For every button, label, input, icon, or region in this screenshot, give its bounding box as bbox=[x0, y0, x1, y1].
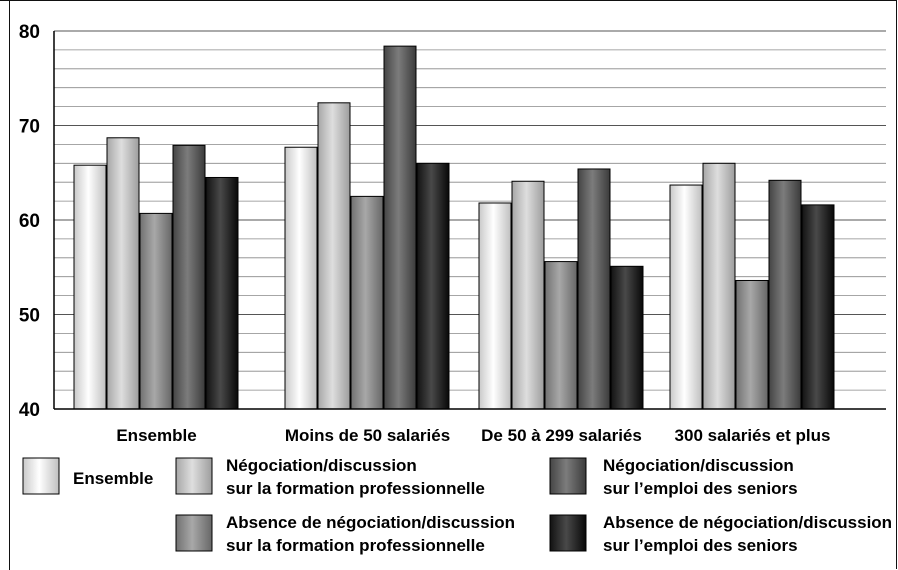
bar bbox=[172, 144, 206, 410]
legend-swatch-nego-seniors bbox=[549, 457, 587, 495]
legend-label-absence-seniors-line1: Absence de négociation/discussion bbox=[603, 513, 892, 532]
y-tick-labels: 40 50 60 70 80 bbox=[19, 22, 40, 421]
x-category-label: Moins de 50 salariés bbox=[285, 426, 450, 445]
legend-label-absence-formation-line2: sur la formation professionnelle bbox=[226, 536, 485, 555]
legend-label-absence-formation-line1: Absence de négociation/discussion bbox=[226, 513, 515, 532]
y-tick-label: 50 bbox=[19, 306, 40, 327]
bar bbox=[768, 179, 802, 410]
legend-label-nego-seniors-line2: sur l’emploi des seniors bbox=[603, 479, 798, 498]
bar bbox=[139, 212, 173, 410]
legend-swatch-nego-formation bbox=[175, 457, 213, 495]
legend: Ensemble Négociation/discussion sur la f… bbox=[22, 456, 892, 555]
y-tick-label: 70 bbox=[19, 117, 40, 138]
y-tick-label: 60 bbox=[19, 211, 40, 232]
bar bbox=[544, 261, 578, 410]
x-category-label: 300 salariés et plus bbox=[675, 426, 831, 445]
bar bbox=[801, 204, 835, 410]
legend-swatch-absence-formation bbox=[175, 514, 213, 552]
legend-swatch-ensemble bbox=[22, 457, 60, 495]
legend-swatch-absence-seniors bbox=[549, 514, 587, 552]
bar bbox=[284, 146, 318, 410]
legend-label-nego-formation-line1: Négociation/discussion bbox=[226, 456, 417, 475]
axes bbox=[53, 31, 886, 410]
bar bbox=[511, 180, 545, 410]
legend-label-nego-seniors-line1: Négociation/discussion bbox=[603, 456, 794, 475]
x-category-label: Ensemble bbox=[116, 426, 196, 445]
legend-label-ensemble: Ensemble bbox=[73, 469, 153, 488]
frame-left-edge bbox=[9, 0, 10, 570]
bar bbox=[669, 184, 703, 410]
bar bbox=[205, 176, 239, 410]
bar bbox=[702, 162, 736, 410]
legend-label-nego-formation-line2: sur la formation professionnelle bbox=[226, 479, 485, 498]
bar bbox=[735, 279, 769, 410]
x-category-label: De 50 à 299 salariés bbox=[481, 426, 642, 445]
legend-label-absence-seniors-line2: sur l’emploi des seniors bbox=[603, 536, 798, 555]
bar bbox=[416, 162, 450, 410]
bar bbox=[350, 195, 384, 410]
x-category-labels: Ensemble Moins de 50 salariés De 50 à 299 … bbox=[116, 426, 830, 445]
bar bbox=[106, 137, 140, 410]
y-tick-label: 80 bbox=[19, 22, 40, 43]
bar bbox=[317, 102, 351, 410]
bar bbox=[478, 202, 512, 410]
bar bbox=[73, 164, 107, 410]
bars bbox=[73, 45, 835, 410]
bar bbox=[577, 168, 611, 410]
y-tick-label: 40 bbox=[19, 400, 40, 421]
bar bbox=[610, 265, 644, 410]
bar bbox=[383, 45, 417, 410]
